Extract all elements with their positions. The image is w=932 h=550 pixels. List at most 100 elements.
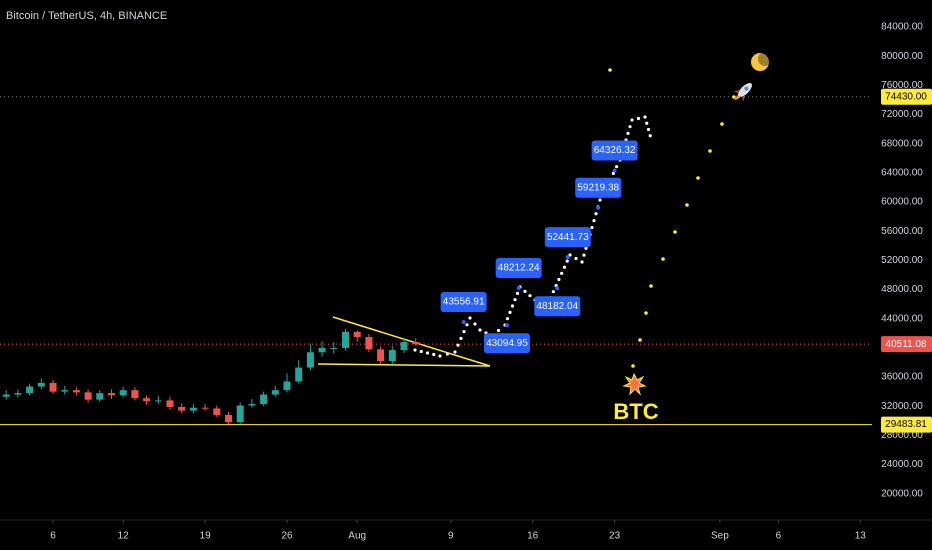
candle-body: [271, 390, 279, 395]
annotation-point: [565, 255, 570, 260]
annotation-label: 48212.24: [498, 263, 540, 274]
forecast-dot: [594, 212, 598, 216]
candle-body: [213, 408, 221, 415]
x-tick-label: 13: [855, 531, 867, 542]
forecast-dot: [496, 328, 501, 333]
forecast-dot: [459, 336, 463, 340]
candle-body: [388, 350, 396, 362]
y-tick-label: 44000.00: [881, 313, 923, 324]
forecast-dot: [513, 298, 517, 302]
annotation-box: [440, 291, 487, 312]
forecast-dot: [590, 225, 594, 230]
annotation-box: [483, 333, 530, 354]
x-tick-label: 9: [448, 531, 454, 542]
forecast-dot: [582, 253, 586, 257]
forecast-dot: [615, 165, 619, 169]
candle-body: [377, 349, 385, 362]
x-tick-label: 19: [200, 531, 212, 542]
candle-body: [154, 400, 162, 402]
forecast-dot: [528, 294, 532, 298]
target-dot: [685, 203, 689, 207]
forecast-dot: [508, 310, 512, 314]
price-tag-label: 74430.00: [885, 91, 927, 102]
y-tick-label: 76000.00: [881, 80, 923, 91]
candle-body: [26, 386, 34, 394]
x-tick-label: 12: [118, 531, 130, 542]
forecast-dot: [438, 354, 442, 358]
forecast-dot: [523, 289, 527, 293]
chart-title: Bitcoin / TetherUS, 4h, BINANCE: [6, 10, 167, 22]
candle-body: [72, 390, 80, 393]
forecast-dot: [456, 343, 460, 347]
candle-body: [330, 347, 338, 349]
price-tag: [881, 88, 932, 105]
forecast-dot: [432, 352, 436, 357]
price-tag-label: 40511.08: [886, 339, 927, 350]
forecast-dot: [611, 171, 615, 175]
annotation-point: [596, 205, 601, 210]
annotation-point: [516, 285, 521, 290]
candle-body: [108, 393, 116, 396]
target-dot: [608, 68, 612, 72]
candle-body: [189, 407, 197, 411]
forecast-dot: [425, 351, 430, 355]
y-tick-label: 56000.00: [881, 226, 923, 237]
forecast-dot: [413, 348, 417, 352]
forecast-dot: [462, 330, 466, 334]
forecast-dot: [584, 246, 588, 250]
annotation-box: [495, 257, 542, 278]
annotation-point: [461, 319, 466, 324]
candle-body: [400, 342, 408, 351]
forecast-dot: [628, 125, 632, 129]
candle-body: [166, 400, 174, 407]
y-tick-label: 84000.00: [881, 22, 923, 33]
candle-body: [342, 331, 350, 348]
forecast-dot: [645, 121, 649, 125]
candle-body: [61, 390, 69, 392]
forecast-dot: [565, 259, 569, 263]
target-dot: [631, 364, 635, 368]
candle-body: [412, 342, 420, 345]
candle-body: [131, 390, 139, 399]
candle-body: [260, 394, 268, 405]
y-tick-label: 64000.00: [881, 167, 923, 178]
forecast-dot: [643, 115, 647, 119]
y-tick-label: 32000.00: [881, 401, 923, 412]
forecast-dot: [562, 265, 567, 269]
triangle-upper: [332, 316, 491, 367]
candle-body: [119, 390, 127, 396]
y-tick-label: 60000.00: [881, 197, 923, 208]
price-tag: [881, 416, 932, 433]
candle-body: [2, 394, 10, 397]
annotation-label: 64326.32: [594, 145, 636, 156]
forecast-dot: [453, 350, 457, 354]
annotation-label: 43094.95: [486, 338, 528, 349]
candle-body: [365, 336, 373, 350]
price-tag-label: 29483.81: [885, 419, 927, 430]
candle-body: [248, 404, 256, 406]
candle-body: [318, 347, 326, 353]
forecast-dot: [473, 322, 477, 326]
triangle-lower: [317, 363, 491, 367]
forecast-dot: [598, 198, 602, 202]
x-tick-label: Aug: [348, 531, 366, 542]
target-dot: [644, 311, 648, 315]
forecast-dot: [465, 323, 469, 327]
explosion: [622, 372, 647, 396]
y-tick-label: 20000.00: [881, 488, 923, 499]
annotation-point: [504, 323, 509, 328]
x-tick-label: 16: [527, 531, 539, 542]
forecast-dot: [551, 290, 555, 294]
forecast-dot: [574, 256, 578, 261]
forecast-dot: [478, 328, 482, 332]
candle-body: [84, 392, 92, 400]
forecast-dot: [419, 349, 423, 354]
forecast-dot: [560, 271, 564, 275]
y-tick-label: 24000.00: [881, 459, 923, 470]
candle-body: [283, 381, 291, 391]
y-tick-label: 36000.00: [881, 372, 923, 383]
annotation-point: [612, 168, 617, 173]
target-dot: [673, 230, 677, 234]
target-dot: [720, 122, 724, 126]
